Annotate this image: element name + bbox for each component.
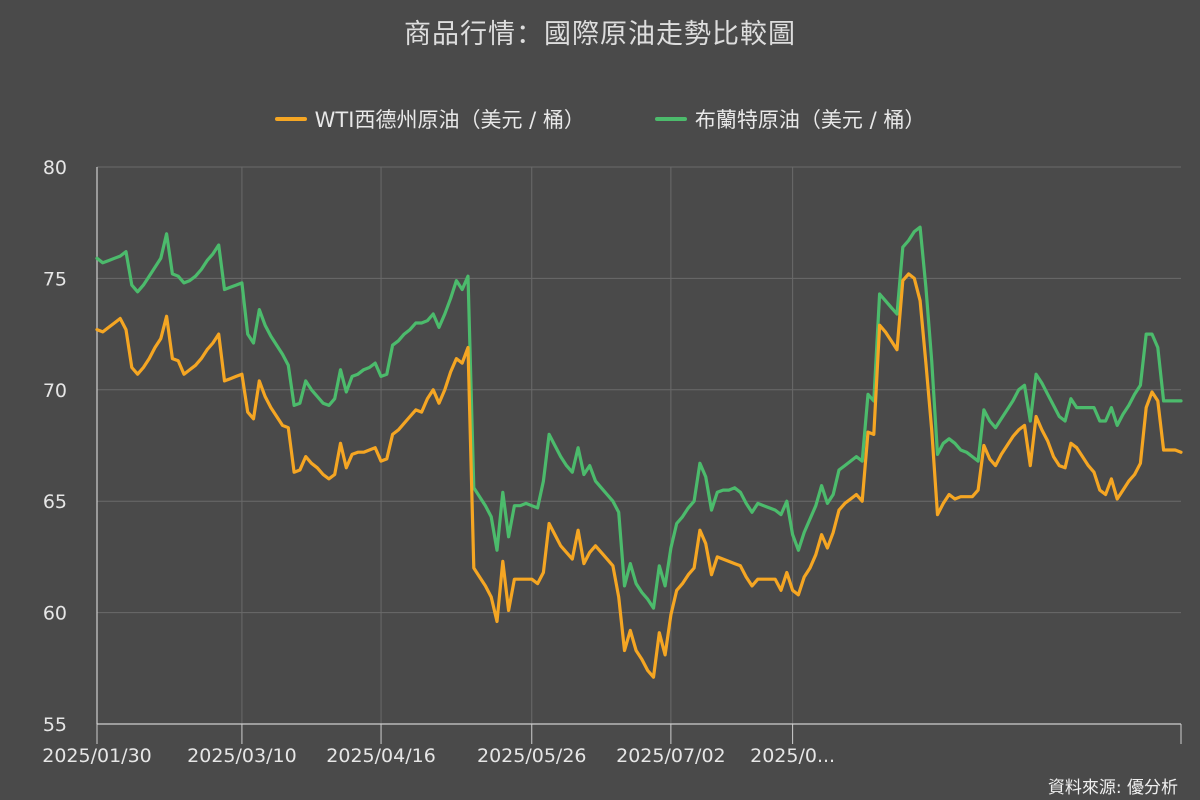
x-tick-label: 2025/05/26 xyxy=(477,745,587,767)
x-tick-label: 2025/04/16 xyxy=(326,745,436,767)
y-tick-label: 70 xyxy=(43,380,67,402)
x-tick-label: 2025/0... xyxy=(750,745,835,767)
legend: WTI西德州原油（美元 / 桶） 布蘭特原油（美元 / 桶） xyxy=(0,104,1200,134)
y-tick-label: 75 xyxy=(43,268,67,290)
series-line-brent xyxy=(95,225,1183,610)
legend-label-wti: WTI西德州原油（美元 / 桶） xyxy=(314,108,585,132)
legend-item-brent[interactable]: 布蘭特原油（美元 / 桶） xyxy=(654,104,926,134)
legend-label-brent: 布蘭特原油（美元 / 桶） xyxy=(694,108,926,132)
legend-item-wti[interactable]: WTI西德州原油（美元 / 桶） xyxy=(274,104,585,134)
x-tick-label: 2025/07/02 xyxy=(616,745,726,767)
y-tick-label: 60 xyxy=(43,603,67,625)
legend-swatch-brent xyxy=(654,117,687,121)
source-note: 資料來源: 優分析 xyxy=(1047,778,1178,798)
y-tick-label: 80 xyxy=(43,157,67,179)
x-tick-label: 2025/03/10 xyxy=(187,745,297,767)
y-tick-label: 65 xyxy=(43,491,67,513)
legend-swatch-wti xyxy=(274,117,307,121)
chart-title: 商品行情：國際原油走勢比較圖 xyxy=(404,19,796,50)
y-tick-label: 55 xyxy=(43,714,67,736)
x-tick-label: 2025/01/30 xyxy=(42,745,152,767)
series-line-wti xyxy=(95,272,1183,679)
